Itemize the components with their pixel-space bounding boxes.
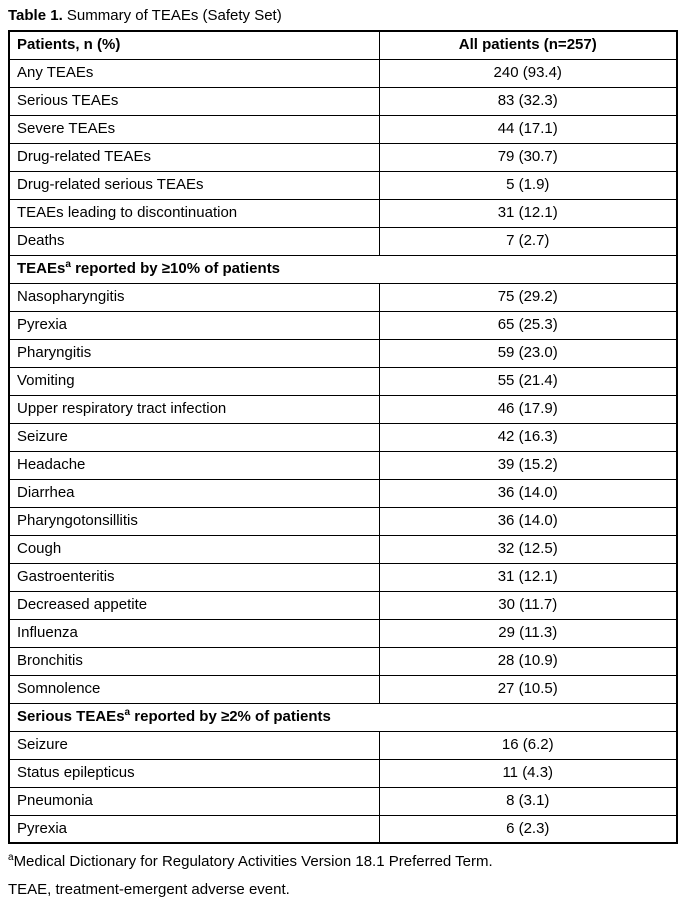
table-title-text: Summary of TEAEs (Safety Set) xyxy=(62,7,282,24)
table-body: Any TEAEs 240 (93.4) Serious TEAEs 83 (32.3… xyxy=(8,58,678,844)
row-value-cell: 59 (23.0) xyxy=(378,338,678,368)
table-row: Pharyngotonsillitis 36 (14.0) xyxy=(8,506,678,536)
row-value-cell: 30 (11.7) xyxy=(378,590,678,620)
row-value-cell: 79 (30.7) xyxy=(378,142,678,172)
row-label-cell: Vomiting xyxy=(8,366,380,396)
row-label-cell: Bronchitis xyxy=(8,646,380,676)
footnotes: aMedical Dictionary for Regulatory Activ… xyxy=(8,852,678,899)
row-value-cell: 28 (10.9) xyxy=(378,646,678,676)
section-header-cell: Serious TEAEsa reported by ≥2% of patien… xyxy=(8,702,678,732)
row-label-cell: Somnolence xyxy=(8,674,380,704)
row-value-cell: 75 (29.2) xyxy=(378,282,678,312)
table-row: Cough 32 (12.5) xyxy=(8,534,678,564)
row-label-cell: Diarrhea xyxy=(8,478,380,508)
row-value-cell: 65 (25.3) xyxy=(378,310,678,340)
table-row: Seizure 16 (6.2) xyxy=(8,730,678,760)
row-label-cell: Pharyngitis xyxy=(8,338,380,368)
table-row: Upper respiratory tract infection 46 (17.… xyxy=(8,394,678,424)
row-label-cell: Seizure xyxy=(8,730,380,760)
row-value-cell: 32 (12.5) xyxy=(378,534,678,564)
table-row: Serious TEAEs 83 (32.3) xyxy=(8,86,678,116)
footnote-medra-text: Medical Dictionary for Regulatory Activi… xyxy=(13,853,493,870)
table-row: Somnolence 27 (10.5) xyxy=(8,674,678,704)
row-label-cell: Severe TEAEs xyxy=(8,114,380,144)
table-row: Any TEAEs 240 (93.4) xyxy=(8,58,678,88)
table-row: Pyrexia 6 (2.3) xyxy=(8,814,678,844)
row-label-cell: TEAEs leading to discontinuation xyxy=(8,198,380,228)
row-value-cell: 55 (21.4) xyxy=(378,366,678,396)
row-label-cell: Influenza xyxy=(8,618,380,648)
row-value-cell: 46 (17.9) xyxy=(378,394,678,424)
row-value-cell: 36 (14.0) xyxy=(378,506,678,536)
row-label-cell: Pyrexia xyxy=(8,310,380,340)
row-label-cell: Serious TEAEs xyxy=(8,86,380,116)
table-row: Bronchitis 28 (10.9) xyxy=(8,646,678,676)
footnote-marker: a xyxy=(65,259,71,270)
table-row: Deaths 7 (2.7) xyxy=(8,226,678,256)
row-value-cell: 36 (14.0) xyxy=(378,478,678,508)
table-row: Seizure 42 (16.3) xyxy=(8,422,678,452)
row-value-cell: 5 (1.9) xyxy=(378,170,678,200)
row-value-cell: 42 (16.3) xyxy=(378,422,678,452)
column-header-all-patients: All patients (n=257) xyxy=(378,30,678,60)
row-value-cell: 31 (12.1) xyxy=(378,562,678,592)
row-label-cell: Status epilepticus xyxy=(8,758,380,788)
table-row: Diarrhea 36 (14.0) xyxy=(8,478,678,508)
row-label-cell: Cough xyxy=(8,534,380,564)
table-row: Pyrexia 65 (25.3) xyxy=(8,310,678,340)
row-label-cell: Headache xyxy=(8,450,380,480)
row-label-cell: Decreased appetite xyxy=(8,590,380,620)
table-header-row: Patients, n (%) All patients (n=257) xyxy=(8,30,678,60)
footnote-teae-text: TEAE, treatment-emergent adverse event. xyxy=(8,881,290,898)
row-value-cell: 16 (6.2) xyxy=(378,730,678,760)
table-row: Pharyngitis 59 (23.0) xyxy=(8,338,678,368)
row-value-cell: 44 (17.1) xyxy=(378,114,678,144)
row-value-cell: 39 (15.2) xyxy=(378,450,678,480)
column-header-patients: Patients, n (%) xyxy=(8,30,380,60)
row-value-cell: 8 (3.1) xyxy=(378,786,678,816)
row-value-cell: 7 (2.7) xyxy=(378,226,678,256)
row-label-cell: Pneumonia xyxy=(8,786,380,816)
teae-summary-table: Patients, n (%) All patients (n=257) Any… xyxy=(8,30,678,844)
footnote-marker: a xyxy=(124,707,131,718)
footnote-medra: aMedical Dictionary for Regulatory Activ… xyxy=(8,852,678,871)
table-row: Drug-related serious TEAEs 5 (1.9) xyxy=(8,170,678,200)
row-value-cell: 240 (93.4) xyxy=(378,58,678,88)
table-title: Table 1. Summary of TEAEs (Safety Set) xyxy=(8,6,678,25)
table-row: TEAEs leading to discontinuation 31 (12.1… xyxy=(8,198,678,228)
row-value-cell: 27 (10.5) xyxy=(378,674,678,704)
row-label-cell: Deaths xyxy=(8,226,380,256)
row-label-cell: Any TEAEs xyxy=(8,58,380,88)
table-row: Decreased appetite 30 (11.7) xyxy=(8,590,678,620)
row-label-cell: Pyrexia xyxy=(8,814,380,844)
footnote-marker: a xyxy=(8,852,14,863)
row-label-cell: Gastroenteritis xyxy=(8,562,380,592)
table-row: Influenza 29 (11.3) xyxy=(8,618,678,648)
table-row: Severe TEAEs 44 (17.1) xyxy=(8,114,678,144)
row-label-cell: Pharyngotonsillitis xyxy=(8,506,380,536)
row-value-cell: 29 (11.3) xyxy=(378,618,678,648)
row-value-cell: 83 (32.3) xyxy=(378,86,678,116)
footnote-teae-abbrev: TEAE, treatment-emergent adverse event. xyxy=(8,880,678,899)
row-label-cell: Seizure xyxy=(8,422,380,452)
table-title-label: Table 1. xyxy=(8,7,63,24)
table-row: Status epilepticus 11 (4.3) xyxy=(8,758,678,788)
section-header-row: TEAEsa reported by ≥10% of patients xyxy=(8,254,678,284)
row-label-cell: Upper respiratory tract infection xyxy=(8,394,380,424)
row-value-cell: 6 (2.3) xyxy=(378,814,678,844)
row-label-cell: Nasopharyngitis xyxy=(8,282,380,312)
table-row: Pneumonia 8 (3.1) xyxy=(8,786,678,816)
row-value-cell: 31 (12.1) xyxy=(378,198,678,228)
row-label-cell: Drug-related TEAEs xyxy=(8,142,380,172)
table-row: Vomiting 55 (21.4) xyxy=(8,366,678,396)
table-row: Drug-related TEAEs 79 (30.7) xyxy=(8,142,678,172)
table-row: Nasopharyngitis 75 (29.2) xyxy=(8,282,678,312)
table-row: Headache 39 (15.2) xyxy=(8,450,678,480)
row-value-cell: 11 (4.3) xyxy=(378,758,678,788)
row-label-cell: Drug-related serious TEAEs xyxy=(8,170,380,200)
table-row: Gastroenteritis 31 (12.1) xyxy=(8,562,678,592)
section-header-row: Serious TEAEsa reported by ≥2% of patien… xyxy=(8,702,678,732)
section-header-cell: TEAEsa reported by ≥10% of patients xyxy=(8,254,678,284)
